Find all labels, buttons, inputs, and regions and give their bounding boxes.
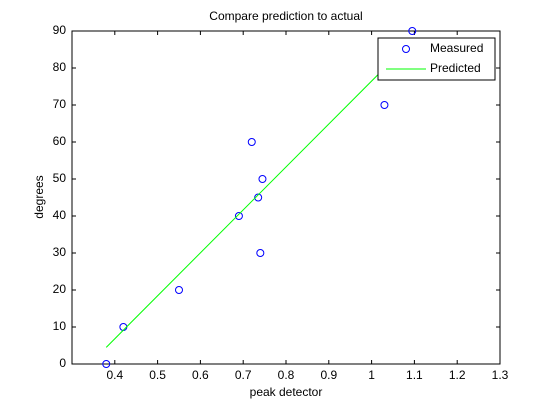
x-tick-label: 0.6	[192, 368, 209, 382]
x-tick-label: 1	[368, 368, 375, 382]
data-point	[254, 193, 263, 202]
y-tick-label: 90	[53, 23, 67, 37]
y-tick-label: 20	[53, 282, 67, 296]
y-axis-label: degrees	[32, 175, 46, 218]
legend-marker	[402, 45, 410, 53]
data-line	[105, 39, 413, 348]
data-point	[175, 286, 183, 294]
x-axis-label: peak detector	[250, 385, 323, 399]
data-point	[258, 175, 267, 183]
x-tick-label: 1.3	[492, 368, 509, 382]
x-tick-label: 0.5	[149, 368, 166, 382]
legend-label: Measured	[430, 41, 483, 55]
data-point	[256, 249, 265, 257]
x-tick-label: 1.2	[449, 368, 466, 382]
y-tick-label: 70	[53, 97, 67, 111]
y-tick-label: 60	[53, 134, 67, 148]
chart-title: Compare prediction to actual	[209, 9, 362, 23]
y-tick-label: 50	[53, 171, 67, 185]
legend-box	[377, 37, 496, 81]
data-point	[380, 101, 389, 109]
data-point	[102, 360, 111, 368]
x-tick-label: 0.8	[278, 368, 295, 382]
y-tick-label: 0	[59, 356, 66, 370]
x-tick-label: 0.4	[106, 368, 123, 382]
x-tick-label: 0.7	[235, 368, 252, 382]
data-point	[247, 138, 256, 146]
y-tick-label: 10	[53, 319, 67, 333]
x-tick-label: 0.9	[320, 368, 337, 382]
data-point	[408, 27, 417, 35]
data-point	[234, 212, 243, 220]
x-tick-label: 1.1	[406, 368, 423, 382]
plot-area	[71, 30, 501, 365]
y-tick-label: 40	[53, 208, 67, 222]
legend-label: Predicted	[430, 61, 481, 75]
y-tick-label: 80	[53, 60, 67, 74]
y-tick-label: 30	[53, 245, 67, 259]
